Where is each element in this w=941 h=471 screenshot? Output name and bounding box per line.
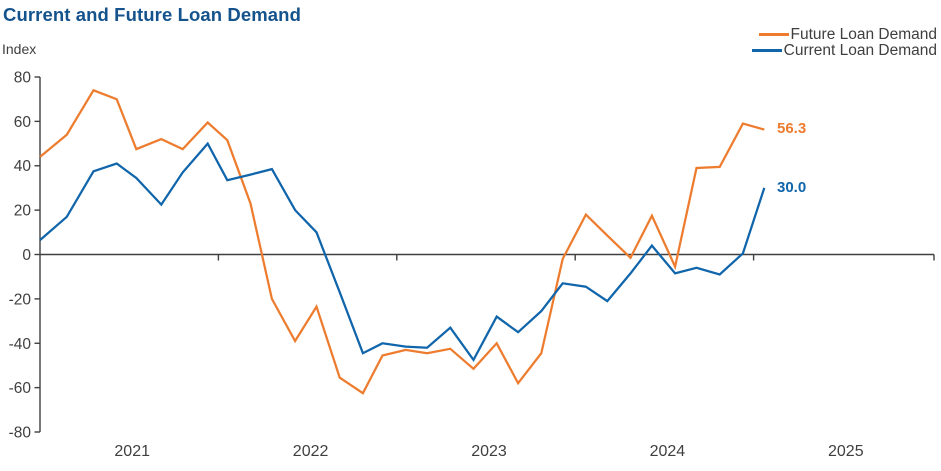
- y-tick-label: -40: [9, 336, 32, 353]
- y-tick-label: 20: [14, 203, 32, 220]
- legend-label-future: Future Loan Demand: [790, 25, 937, 43]
- x-tick-label: 2023: [471, 443, 507, 460]
- future-line-swatch: [758, 33, 789, 36]
- future-loan-demand-line: [39, 88, 765, 395]
- current-end-value-label: 30.0: [777, 179, 807, 196]
- x-tick-label: 2024: [650, 443, 686, 460]
- x-tick-label: 2021: [114, 443, 150, 460]
- y-tick-label: -80: [9, 425, 32, 442]
- y-tick-label: 60: [14, 114, 32, 131]
- legend: Future Loan Demand Current Loan Demand: [751, 25, 937, 59]
- legend-label-current: Current Loan Demand: [783, 41, 937, 59]
- y-tick-label: -60: [9, 380, 32, 397]
- x-tick-label: 2022: [293, 443, 329, 460]
- y-tick-label: 80: [14, 69, 32, 86]
- future-end-value-label: 56.3: [777, 120, 807, 137]
- chart-title: Current and Future Loan Demand: [3, 4, 301, 25]
- x-tick-label: 2025: [828, 443, 864, 460]
- y-tick-label: -20: [9, 291, 32, 308]
- y-tick-label: 40: [14, 158, 32, 175]
- y-tick-label: 0: [22, 247, 31, 264]
- current-line-swatch: [751, 49, 782, 52]
- legend-item-future: Future Loan Demand: [752, 25, 937, 43]
- legend-item-current: Current Loan Demand: [751, 41, 937, 59]
- y-axis-unit-label: Index: [2, 41, 37, 57]
- current-loan-demand-line: [39, 141, 766, 363]
